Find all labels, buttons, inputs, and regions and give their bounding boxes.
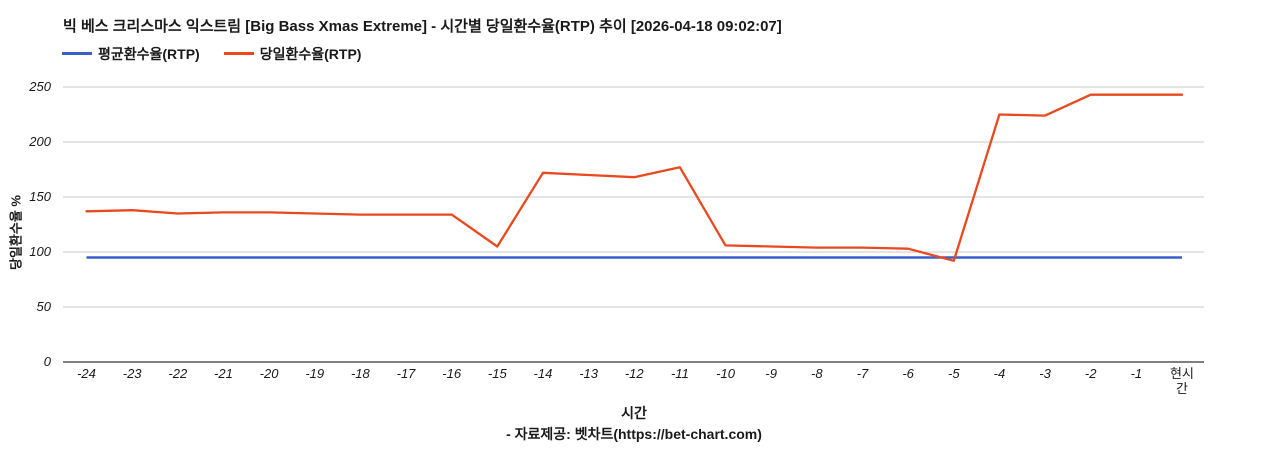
svg-text:-17: -17 bbox=[397, 366, 417, 381]
svg-text:-8: -8 bbox=[811, 366, 823, 381]
svg-text:-12: -12 bbox=[625, 366, 645, 381]
svg-text:-2: -2 bbox=[1085, 366, 1097, 381]
svg-text:-10: -10 bbox=[716, 366, 736, 381]
svg-text:간: 간 bbox=[1176, 381, 1188, 396]
svg-text:-3: -3 bbox=[1039, 366, 1051, 381]
svg-text:-11: -11 bbox=[671, 366, 689, 381]
svg-text:-24: -24 bbox=[77, 366, 96, 381]
svg-text:-20: -20 bbox=[260, 366, 280, 381]
svg-text:-14: -14 bbox=[534, 366, 553, 381]
svg-text:-16: -16 bbox=[442, 366, 462, 381]
svg-text:50: 50 bbox=[37, 299, 52, 314]
svg-text:200: 200 bbox=[28, 134, 51, 149]
svg-text:-4: -4 bbox=[994, 366, 1006, 381]
svg-text:-15: -15 bbox=[488, 366, 508, 381]
svg-text:-19: -19 bbox=[305, 366, 324, 381]
svg-text:100: 100 bbox=[29, 244, 51, 259]
svg-text:-22: -22 bbox=[168, 366, 188, 381]
svg-text:250: 250 bbox=[28, 79, 51, 94]
svg-text:-13: -13 bbox=[579, 366, 599, 381]
svg-text:-18: -18 bbox=[351, 366, 371, 381]
svg-text:-5: -5 bbox=[948, 366, 960, 381]
svg-text:-1: -1 bbox=[1131, 366, 1143, 381]
svg-text:-9: -9 bbox=[765, 366, 777, 381]
svg-text:-6: -6 bbox=[902, 366, 914, 381]
svg-text:-21: -21 bbox=[214, 366, 233, 381]
svg-text:150: 150 bbox=[29, 189, 51, 204]
svg-text:-23: -23 bbox=[123, 366, 143, 381]
svg-text:현시: 현시 bbox=[1170, 366, 1194, 381]
svg-text:-7: -7 bbox=[857, 366, 869, 381]
svg-text:0: 0 bbox=[44, 354, 52, 369]
